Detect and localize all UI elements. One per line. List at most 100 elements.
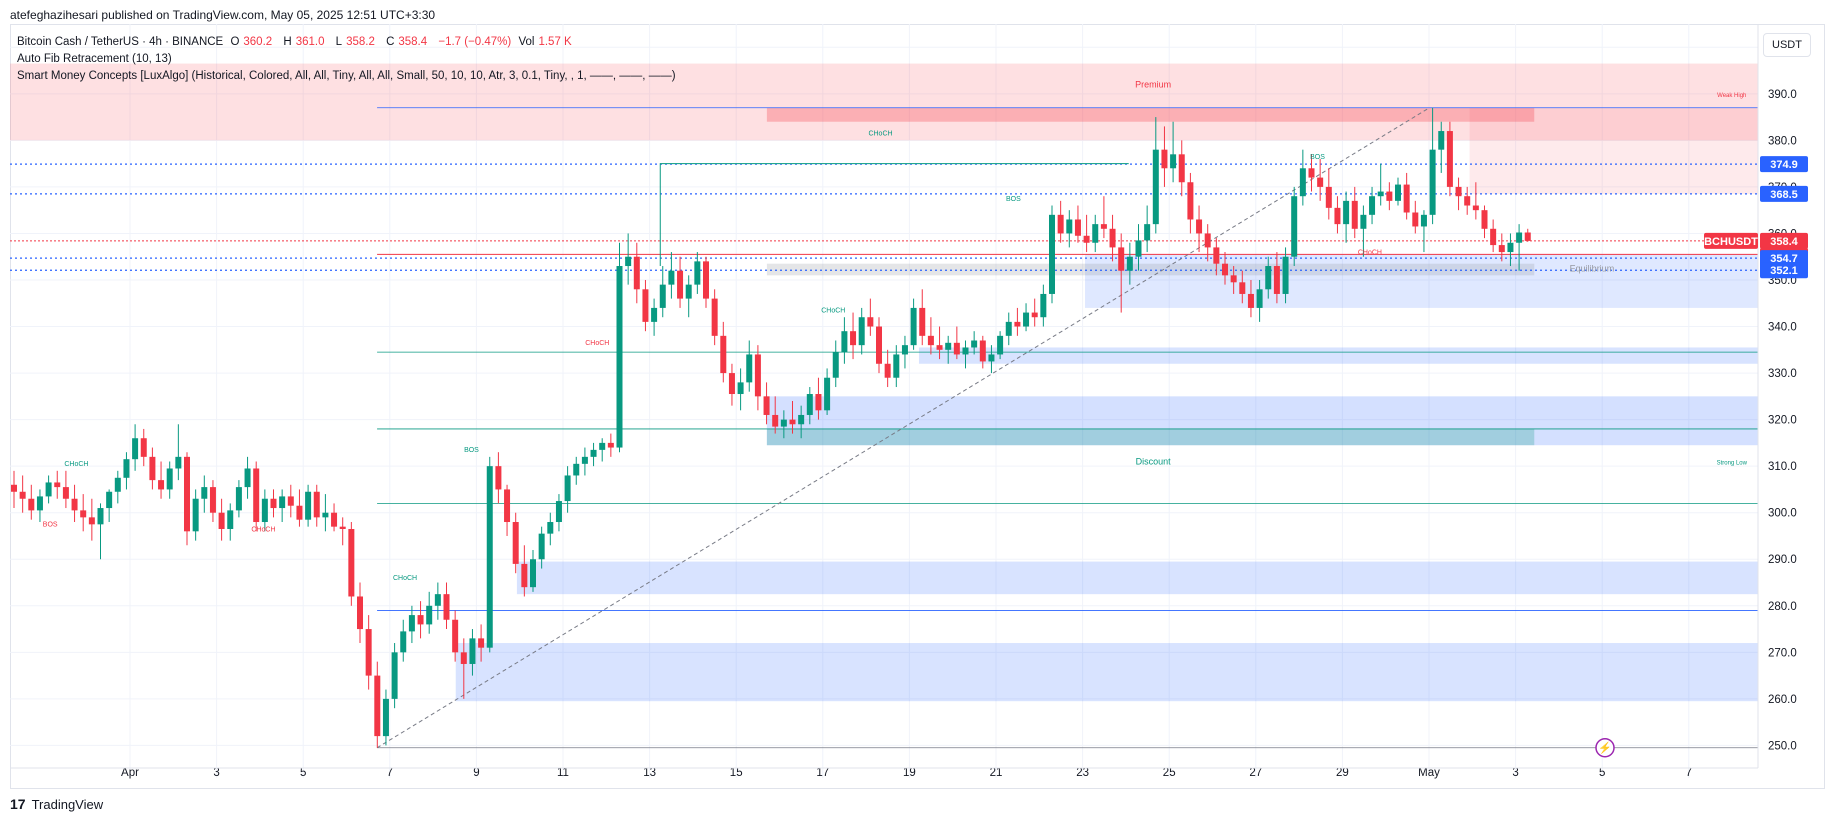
candle-down bbox=[1403, 184, 1410, 213]
currency-button[interactable]: USDT bbox=[1763, 33, 1811, 57]
candle-down bbox=[772, 414, 779, 427]
footer-brand[interactable]: TradingView bbox=[31, 796, 104, 812]
candle-up bbox=[1066, 219, 1073, 234]
candle-up bbox=[1369, 196, 1376, 215]
candle-up bbox=[1360, 214, 1367, 229]
candle-up bbox=[192, 498, 199, 532]
premium-extension bbox=[1469, 107, 1758, 194]
candle-up bbox=[1438, 131, 1445, 150]
price-label-text: BCHUSDT bbox=[1704, 236, 1758, 248]
demand-zone-upper bbox=[1085, 254, 1758, 308]
candle-up bbox=[114, 477, 121, 492]
price-label-bg bbox=[1704, 232, 1758, 249]
candle-down bbox=[313, 491, 320, 518]
structure-label: CHoCH bbox=[868, 131, 892, 138]
candle-down bbox=[19, 491, 26, 499]
candle-down bbox=[884, 363, 891, 378]
candle-up bbox=[685, 284, 692, 299]
price-tick-label: 290.0 bbox=[1768, 554, 1797, 566]
candle-up bbox=[1299, 168, 1306, 197]
candle-down bbox=[979, 340, 986, 362]
price-label-text: 358.4 bbox=[1770, 236, 1798, 248]
candle-down bbox=[54, 482, 61, 488]
close-label: C bbox=[386, 36, 395, 48]
structure-label: BOS bbox=[1006, 196, 1021, 203]
price-label-bg bbox=[1760, 185, 1808, 202]
candle-down bbox=[633, 256, 640, 290]
high-value: 361.0 bbox=[295, 36, 325, 48]
time-tick-label: 5 bbox=[1599, 767, 1605, 779]
candle-down bbox=[1118, 247, 1125, 271]
candle-up bbox=[244, 468, 251, 488]
structure-label: CHoCH bbox=[1358, 249, 1382, 256]
candle-down bbox=[1498, 245, 1505, 253]
candle-up bbox=[893, 354, 900, 378]
price-label-tag: 354.7 bbox=[1760, 250, 1808, 267]
candle-down bbox=[1334, 207, 1341, 225]
structure-label: CHoCH bbox=[251, 526, 275, 533]
candle-down bbox=[495, 466, 502, 490]
candle-up bbox=[694, 261, 701, 285]
premium-label: Premium bbox=[1135, 80, 1171, 90]
lightning-icon-glyph: ⚡ bbox=[1598, 742, 1612, 755]
price-tick-label: 390.0 bbox=[1768, 89, 1797, 101]
candle-up bbox=[555, 501, 562, 523]
equilibrium-label: Equilibrium bbox=[1570, 263, 1615, 273]
candle-down bbox=[1386, 191, 1393, 201]
price-label-tag: 368.5 bbox=[1760, 185, 1808, 202]
time-tick-label: 21 bbox=[990, 767, 1003, 779]
candle-down bbox=[28, 498, 35, 511]
candle-up bbox=[1265, 266, 1272, 290]
candle-up bbox=[798, 414, 805, 425]
legend-indicator-fib[interactable]: Auto Fib Retracement (10, 13) bbox=[17, 53, 172, 65]
structure-label: BOS bbox=[464, 447, 479, 454]
candle-down bbox=[1481, 210, 1488, 229]
legend-ohlc-row: Bitcoin Cash / TetherUS · 4h · BINANCE O… bbox=[17, 34, 676, 51]
strong-low-label: Strong Low bbox=[1717, 461, 1748, 467]
candle-up bbox=[382, 698, 389, 737]
candle-down bbox=[711, 298, 718, 336]
candle-up bbox=[1429, 149, 1436, 215]
candle-up bbox=[824, 377, 831, 411]
candle-up bbox=[564, 475, 571, 502]
candle-down bbox=[71, 498, 78, 511]
candle-up bbox=[1023, 312, 1030, 327]
candle-down bbox=[443, 594, 450, 620]
time-tick-label: 23 bbox=[1076, 767, 1089, 779]
candle-down bbox=[1247, 293, 1254, 308]
candle-down bbox=[677, 270, 684, 299]
candle-down bbox=[728, 373, 735, 395]
candle-up bbox=[1420, 214, 1427, 227]
legend-symbol[interactable]: Bitcoin Cash / TetherUS · 4h · BINANCE bbox=[17, 36, 224, 48]
candle-up bbox=[737, 382, 744, 395]
publisher-line: atefeghazihesari published on TradingVie… bbox=[10, 8, 436, 22]
candle-up bbox=[400, 631, 407, 653]
candle-up bbox=[616, 266, 623, 448]
candle-down bbox=[1446, 131, 1453, 187]
candle-up bbox=[1144, 224, 1151, 241]
price-tick-label: 340.0 bbox=[1768, 322, 1797, 334]
candle-down bbox=[1178, 154, 1185, 183]
candle-down bbox=[184, 456, 190, 532]
candle-down bbox=[158, 480, 165, 490]
candle-down bbox=[140, 438, 147, 457]
candle-up bbox=[746, 354, 753, 383]
candle-down bbox=[504, 489, 511, 523]
legend-indicator-smc[interactable]: Smart Money Concepts [LuxAlgo] (Historic… bbox=[17, 70, 676, 82]
price-label-bg bbox=[1760, 156, 1808, 173]
low-label: L bbox=[335, 36, 343, 48]
tradingview-logo-icon[interactable]: 17 bbox=[10, 796, 26, 812]
time-tick-label: 13 bbox=[643, 767, 656, 779]
price-tick-label: 280.0 bbox=[1768, 601, 1797, 613]
equilibrium-zone bbox=[766, 263, 1535, 276]
candle-up bbox=[123, 459, 130, 478]
candle-up bbox=[261, 498, 268, 523]
candle-up bbox=[1152, 149, 1159, 225]
price-tick-label: 300.0 bbox=[1768, 508, 1797, 520]
time-tick-label: 29 bbox=[1336, 767, 1349, 779]
high-label: H bbox=[283, 36, 292, 48]
candle-up bbox=[651, 307, 658, 322]
candle-down bbox=[270, 498, 277, 509]
candle-up bbox=[227, 510, 234, 529]
